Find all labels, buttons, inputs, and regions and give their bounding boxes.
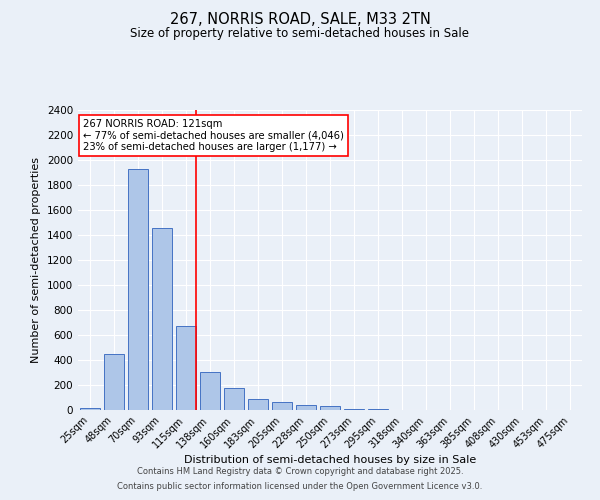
X-axis label: Distribution of semi-detached houses by size in Sale: Distribution of semi-detached houses by …	[184, 456, 476, 466]
Bar	[200, 372, 220, 410]
Text: Size of property relative to semi-detached houses in Sale: Size of property relative to semi-detach…	[131, 28, 470, 40]
Bar	[344, 409, 364, 410]
Bar	[320, 406, 340, 410]
Bar	[80, 408, 100, 410]
Bar	[152, 228, 172, 410]
Bar	[224, 388, 244, 410]
Bar	[296, 405, 316, 410]
Bar	[128, 169, 148, 410]
Bar	[272, 402, 292, 410]
Text: Contains HM Land Registry data © Crown copyright and database right 2025.: Contains HM Land Registry data © Crown c…	[137, 467, 463, 476]
Y-axis label: Number of semi-detached properties: Number of semi-detached properties	[31, 157, 41, 363]
Text: 267 NORRIS ROAD: 121sqm
← 77% of semi-detached houses are smaller (4,046)
23% of: 267 NORRIS ROAD: 121sqm ← 77% of semi-de…	[83, 119, 344, 152]
Bar	[176, 326, 196, 410]
Bar	[368, 409, 388, 410]
Text: 267, NORRIS ROAD, SALE, M33 2TN: 267, NORRIS ROAD, SALE, M33 2TN	[170, 12, 430, 28]
Bar	[104, 354, 124, 410]
Text: Contains public sector information licensed under the Open Government Licence v3: Contains public sector information licen…	[118, 482, 482, 491]
Bar	[248, 399, 268, 410]
